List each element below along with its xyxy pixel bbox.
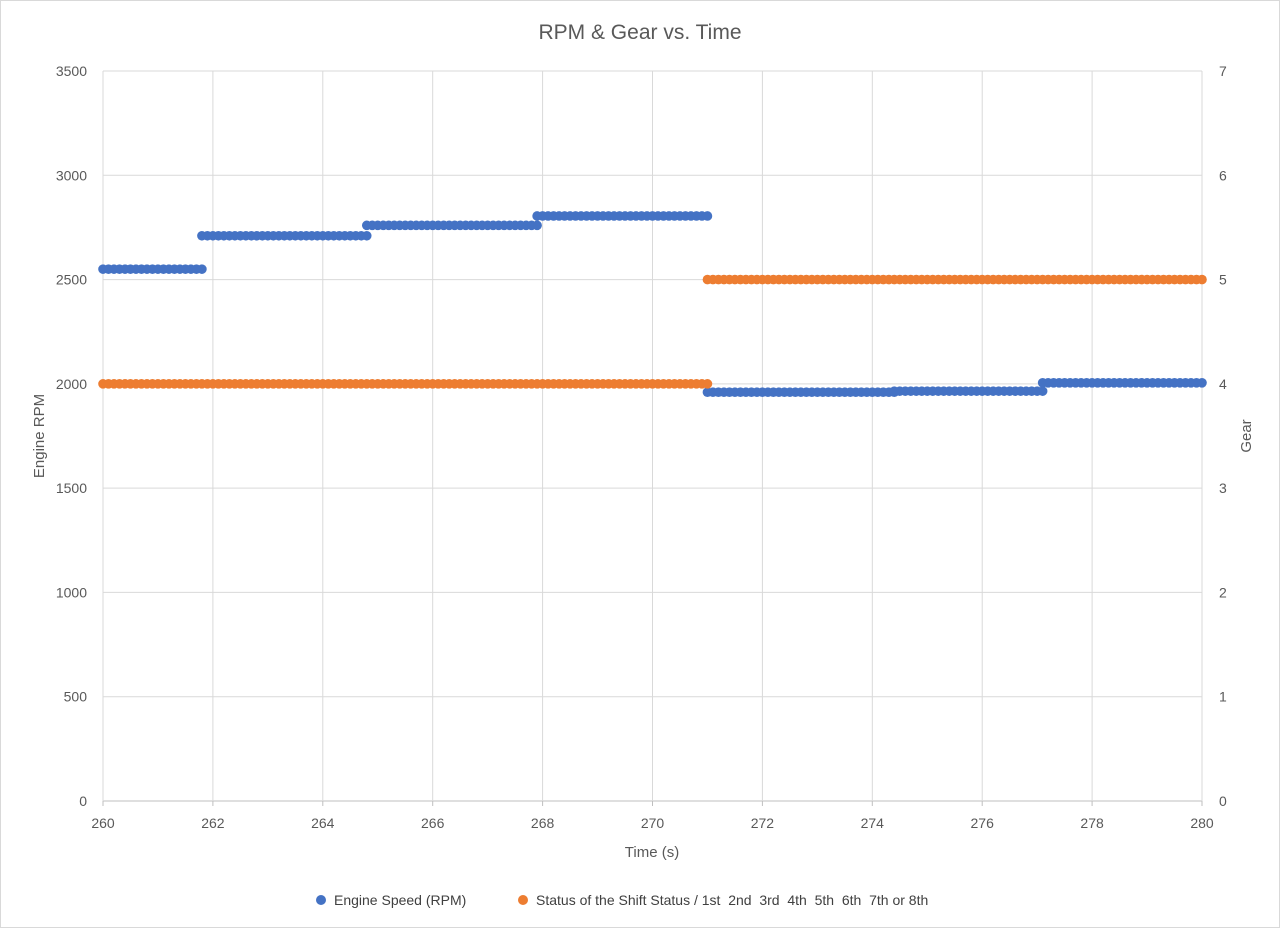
y-tick-label: 0 <box>79 793 87 809</box>
x-tick-label: 272 <box>751 815 775 831</box>
x-tick-label: 278 <box>1080 815 1104 831</box>
y2-tick-label: 0 <box>1219 793 1227 809</box>
data-point <box>702 211 713 221</box>
legend-label-shift-status: Status of the Shift Status / 1st 2nd 3rd… <box>536 892 928 908</box>
data-point <box>1037 386 1048 396</box>
data-point <box>1197 274 1207 285</box>
data-point <box>197 264 207 274</box>
y2-tick-label: 1 <box>1219 689 1227 705</box>
x-tick-label: 262 <box>201 815 225 831</box>
y-tick-label: 2500 <box>56 272 87 288</box>
y2-axis-ticks: 0 1 2 3 4 5 6 7 <box>1219 63 1227 809</box>
legend-label-engine-speed: Engine Speed (RPM) <box>334 892 466 908</box>
x-tick-label: 274 <box>861 815 885 831</box>
series-1 <box>98 274 1207 389</box>
data-point <box>361 230 372 241</box>
x-tick-label: 270 <box>641 815 665 831</box>
x-axis-title: Time (s) <box>625 844 679 861</box>
y2-tick-label: 6 <box>1219 167 1227 183</box>
y2-tick-label: 2 <box>1219 584 1227 600</box>
series-0 <box>98 211 1207 398</box>
y-tick-label: 2000 <box>56 376 87 392</box>
x-tick-label: 260 <box>91 815 115 831</box>
y-tick-label: 1000 <box>56 584 87 600</box>
y2-tick-label: 3 <box>1219 480 1227 496</box>
gridlines <box>102 70 1203 806</box>
y2-axis-title: Gear <box>1238 419 1255 452</box>
x-tick-label: 266 <box>421 815 445 831</box>
y-axis-ticks: 0 500 1000 1500 2000 2500 3000 3500 <box>56 63 87 809</box>
data-point <box>532 220 542 231</box>
y2-tick-label: 4 <box>1219 376 1227 392</box>
y-tick-label: 3000 <box>56 167 87 183</box>
y2-tick-label: 7 <box>1219 63 1227 79</box>
y2-tick-label: 5 <box>1219 272 1227 288</box>
data-point <box>702 379 713 389</box>
x-tick-label: 280 <box>1190 815 1214 831</box>
y-tick-label: 1500 <box>56 480 87 496</box>
data-points <box>98 211 1207 398</box>
legend-marker-engine-speed <box>316 895 326 905</box>
y-tick-label: 500 <box>64 689 88 705</box>
y-tick-label: 3500 <box>56 63 87 79</box>
legend-marker-shift-status <box>518 895 528 905</box>
x-tick-label: 276 <box>971 815 995 831</box>
x-axis-ticks: 260 262 264 266 268 270 272 274 276 278 280 <box>91 815 1214 831</box>
x-tick-label: 264 <box>311 815 335 831</box>
chart-title: RPM & Gear vs. Time <box>538 21 741 44</box>
legend: Engine Speed (RPM) Status of the Shift S… <box>316 892 928 908</box>
x-tick-label: 268 <box>531 815 555 831</box>
data-point <box>1197 378 1207 388</box>
y-axis-title: Engine RPM <box>31 394 48 478</box>
